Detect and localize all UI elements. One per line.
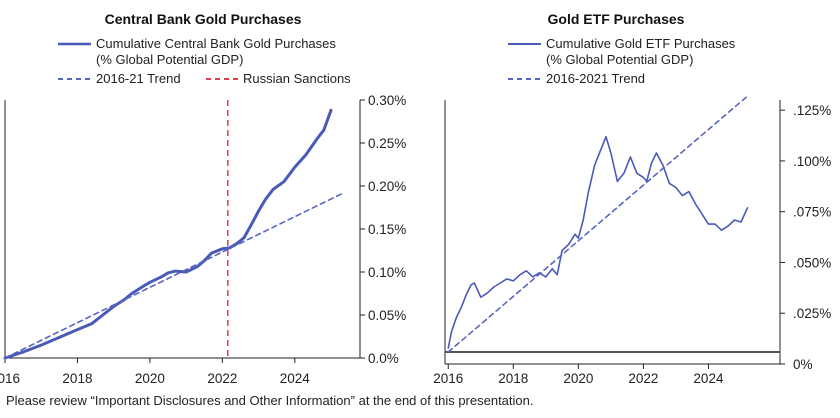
legend-label: Russian Sanctions — [243, 71, 351, 86]
x-tick-label: 2024 — [693, 371, 724, 386]
left-legend: Cumulative Central Bank Gold Purchases (… — [58, 36, 351, 86]
y-tick-label: 0.10% — [368, 265, 406, 280]
legend-label: Cumulative Gold ETF Purchases — [546, 36, 736, 51]
y-tick-label: 0% — [793, 357, 813, 372]
x-tick-label: 2016 — [0, 371, 20, 386]
y-tick-label: 0.15% — [368, 222, 406, 237]
series-line-trend — [4, 192, 343, 359]
left-chart: Central Bank Gold Purchases Cumulative C… — [0, 11, 406, 386]
y-tick-label: .100% — [793, 154, 831, 169]
legend-label-line2: (% Global Potential GDP) — [96, 52, 243, 67]
x-tick-label: 2016 — [433, 371, 463, 386]
y-tick-label: .075% — [793, 205, 831, 220]
right-chart-title: Gold ETF Purchases — [548, 11, 685, 27]
x-tick-label: 2024 — [280, 371, 311, 386]
series-line-cumulative — [3, 108, 333, 360]
right-legend: Cumulative Gold ETF Purchases (% Global … — [508, 36, 736, 86]
legend-label: Cumulative Central Bank Gold Purchases — [96, 36, 336, 51]
x-tick-label: 2022 — [628, 371, 658, 386]
x-tick-label: 2020 — [135, 371, 165, 386]
footer-disclaimer: Please review “Important Disclosures and… — [6, 393, 534, 408]
legend-label: 2016-21 Trend — [96, 71, 181, 86]
x-tick-label: 2018 — [498, 371, 528, 386]
y-tick-label: 0.05% — [368, 308, 406, 323]
y-tick-label: 0.25% — [368, 136, 406, 151]
left-axes — [4, 100, 361, 359]
series-line-cumulative — [447, 135, 749, 349]
series-line-trend — [447, 95, 749, 353]
legend-label: 2016-2021 Trend — [546, 71, 645, 86]
right-axes — [444, 100, 781, 365]
y-tick-label: 0.0% — [368, 351, 399, 366]
y-tick-label: .125% — [793, 103, 831, 118]
y-tick-label: .025% — [793, 306, 831, 321]
y-tick-label: .050% — [793, 255, 831, 270]
x-tick-label: 2022 — [207, 371, 237, 386]
y-tick-label: 0.30% — [368, 93, 406, 108]
legend-label-line2: (% Global Potential GDP) — [546, 52, 693, 67]
x-tick-label: 2018 — [62, 371, 92, 386]
left-chart-title: Central Bank Gold Purchases — [105, 11, 302, 27]
y-tick-label: 0.20% — [368, 179, 406, 194]
x-tick-label: 2020 — [563, 371, 593, 386]
right-chart: Gold ETF Purchases Cumulative Gold ETF P… — [433, 11, 831, 386]
